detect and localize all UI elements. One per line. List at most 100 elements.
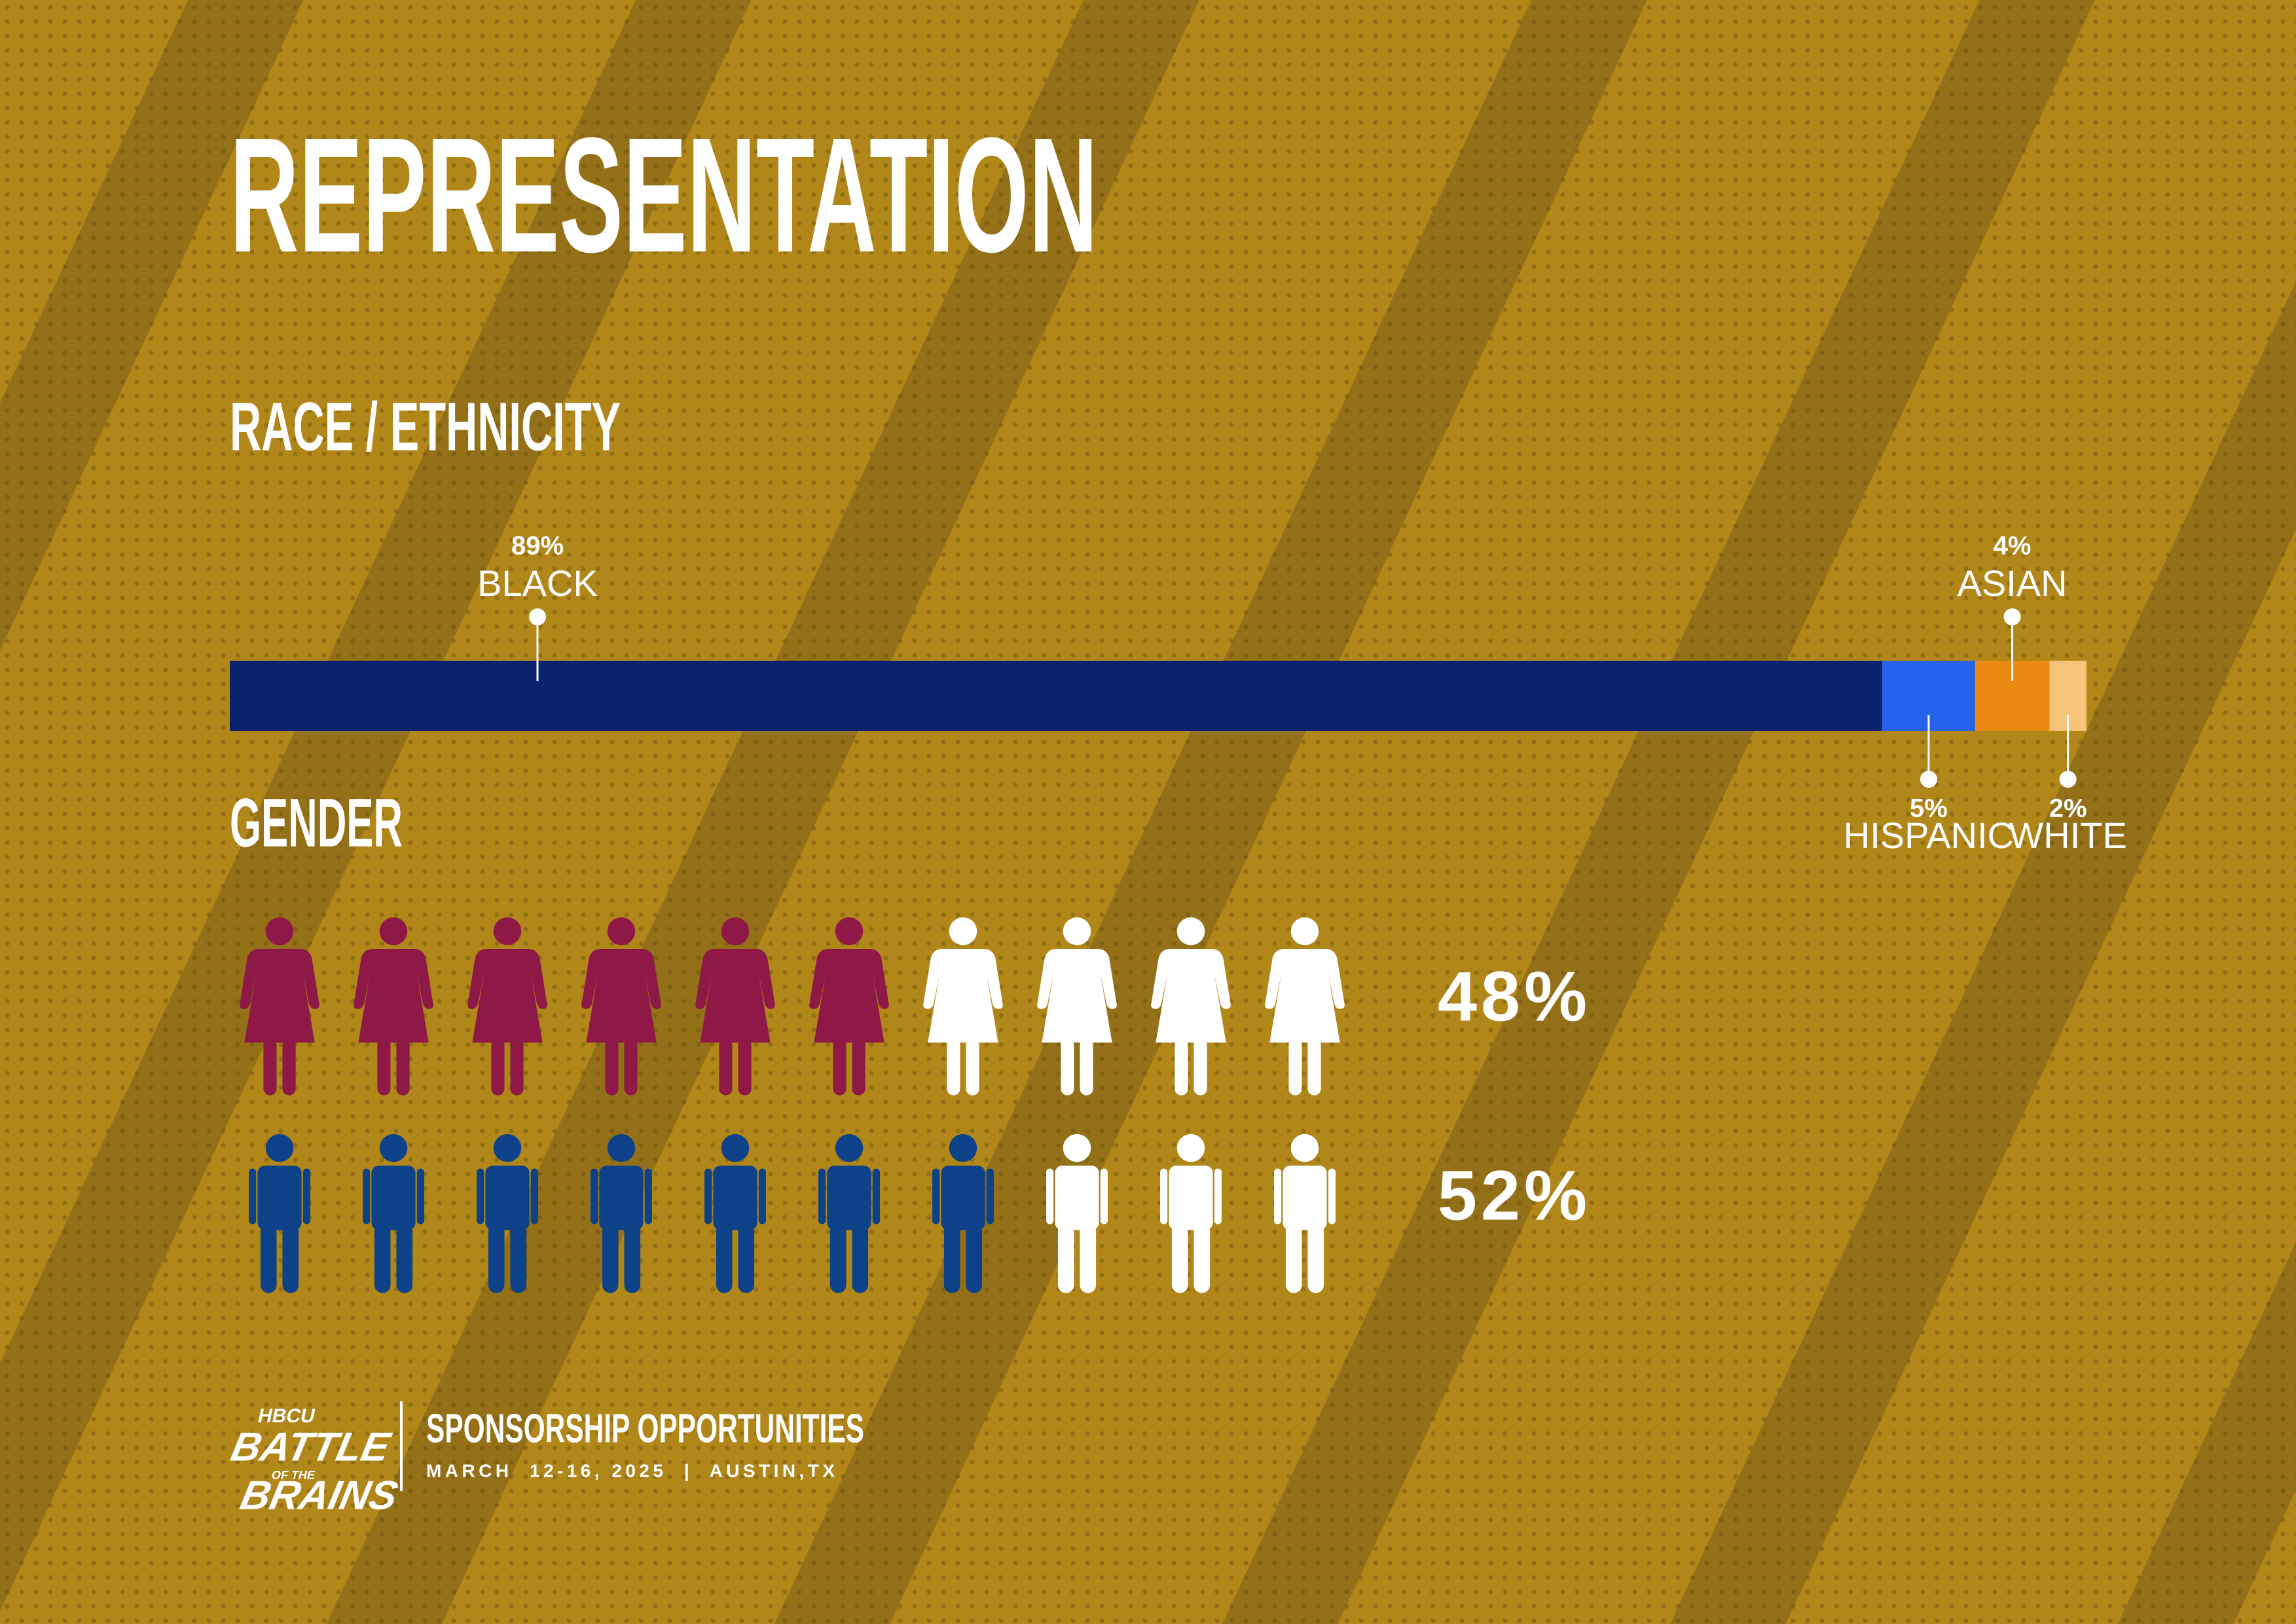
person-icon [249,1134,310,1293]
icon-leg [947,1038,960,1096]
icon-body [941,1165,985,1230]
icon-leg [624,1223,641,1293]
icon-leg [396,1038,410,1096]
icon-leg [1194,1223,1211,1293]
person-icon [818,1134,880,1293]
icon-head [379,1134,408,1162]
icon-leg [943,1223,960,1293]
person-icon [704,1134,766,1293]
icon-leg [491,1038,505,1096]
logo-text: OF THE [270,1469,316,1482]
icon-head [721,917,750,946]
icon-arm [986,1168,994,1225]
icon-arm [1100,1168,1108,1225]
icon-arm [416,1168,424,1225]
icon-arm [704,1168,712,1225]
icon-arm [591,1168,598,1225]
icon-head [835,1134,864,1162]
icon-head [265,1134,294,1162]
icon-head [493,1134,522,1162]
icon-body [809,948,889,1043]
icon-leg [1175,1038,1188,1096]
category-label: HISPANIC [1844,815,2014,856]
person-icon [1160,1134,1222,1293]
icon-head [1176,917,1205,946]
icon-leg [377,1038,391,1096]
person-icon [477,1134,538,1293]
icon-leg [605,1038,619,1096]
icon-arm [363,1168,371,1225]
icon-arm [1328,1168,1336,1225]
icon-head [1290,1134,1319,1162]
person-icon [923,917,1003,1096]
icon-leg [1194,1038,1207,1096]
icon-body [923,948,1003,1043]
icon-head [949,1134,977,1162]
icon-body [257,1165,302,1230]
category-label: ASIAN [1958,563,2068,604]
connector-dot [529,608,546,625]
icon-arm [530,1168,538,1225]
person-icon [932,1134,994,1293]
value-label: 48% [1438,957,1591,1036]
value-label: 2% [2049,794,2087,823]
icon-leg [602,1223,619,1293]
person-icon [581,917,661,1096]
icon-leg [510,1038,524,1096]
person-icon [809,917,889,1096]
icon-leg [282,1223,299,1293]
connector-dot [1920,771,1937,788]
icon-head [379,917,408,946]
person-icon [1151,917,1231,1096]
footer-heading: SPONSORSHIP OPPORTUNITIES [426,1406,864,1451]
icon-arm [758,1168,766,1225]
person-icon [695,917,775,1096]
icon-leg [263,1038,277,1096]
value-label: 52% [1438,1156,1591,1235]
icon-arm [1160,1168,1168,1225]
person-icon [240,917,319,1096]
icon-body [1055,1165,1099,1230]
icon-head [607,917,636,946]
icon-leg [282,1038,296,1096]
icon-body [1169,1165,1213,1230]
icon-leg [738,1223,755,1293]
section-title: GENDER [230,785,403,862]
person-icon [1037,917,1117,1096]
icon-leg [1307,1038,1321,1096]
icon-leg [719,1038,733,1096]
icon-leg [1288,1038,1302,1096]
icon-body [599,1165,644,1230]
icon-leg [1307,1223,1324,1293]
icon-head [949,917,977,946]
logo: HBCU BATTLE OF THE BRAINS [227,1405,402,1518]
icon-body [240,948,319,1043]
icon-leg [1080,1038,1093,1096]
person-icon [1046,1134,1108,1293]
icon-body [1151,948,1231,1043]
category-label: BLACK [477,563,598,604]
icon-leg [260,1223,277,1293]
connector-dot [2003,608,2021,625]
icon-leg [716,1223,733,1293]
value-label: 89% [511,532,564,561]
icon-body [1283,1165,1327,1230]
person-icon [363,1134,424,1293]
icon-arm [1214,1168,1222,1225]
icon-leg [852,1038,866,1096]
icon-body [581,948,661,1043]
icon-body [695,948,775,1043]
icon-body [713,1165,757,1230]
icon-leg [966,1038,979,1096]
icon-leg [852,1223,869,1293]
icon-leg [488,1223,505,1293]
value-label: 5% [1910,794,1948,823]
icon-body [371,1165,416,1230]
section-title: RACE / ETHNICITY [230,389,621,466]
icon-head [1063,917,1091,946]
person-icon [591,1134,652,1293]
person-icon [1274,1134,1336,1293]
icon-leg [833,1038,847,1096]
icon-leg [829,1223,847,1293]
